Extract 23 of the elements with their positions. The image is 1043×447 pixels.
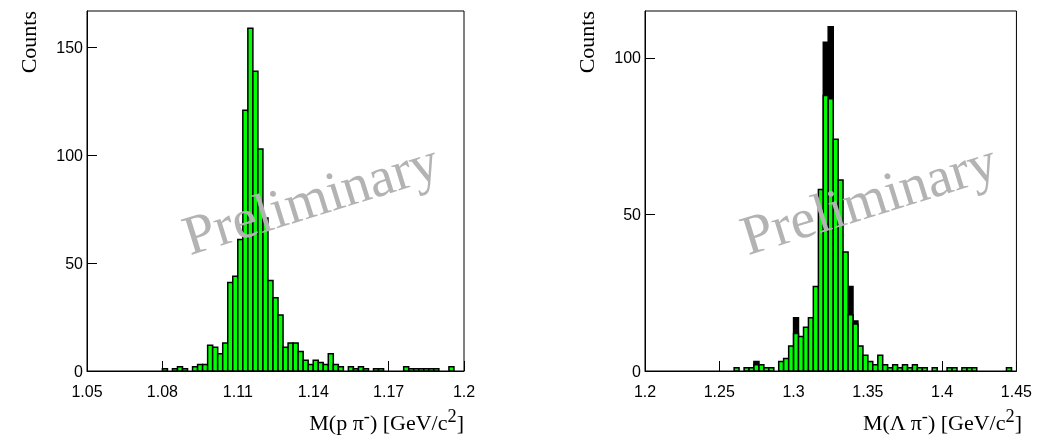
y-tick-label: 100 xyxy=(614,49,642,67)
x-tick-label: 1.08 xyxy=(146,382,179,400)
x-tick-label: 1.14 xyxy=(297,382,329,400)
y-tick-label: 100 xyxy=(56,146,84,164)
x-tick-label: 1.35 xyxy=(852,382,884,400)
x-tick-label: 1.25 xyxy=(703,382,735,400)
x-tick-label: 1.17 xyxy=(373,382,405,400)
y-axis-title: Counts xyxy=(573,11,599,74)
y-tick-label: 50 xyxy=(623,205,642,223)
x-axis-title: M(Λ π$^{-}$) [GeV/c$^{2}$] xyxy=(862,405,1022,438)
x-tick-label: 1.45 xyxy=(1000,382,1033,400)
y-tick-label: 150 xyxy=(56,39,84,57)
y-tick-label: 50 xyxy=(65,254,84,272)
x-tick-label: 1.2 xyxy=(452,382,476,400)
x-tick-label: 1.3 xyxy=(782,382,805,400)
x-tick-label: 1.05 xyxy=(71,382,103,400)
y-tick-label: 0 xyxy=(632,362,642,380)
y-axis-title: Counts xyxy=(15,11,41,74)
x-tick-label: 1.2 xyxy=(633,382,657,400)
x-tick-label: 1.4 xyxy=(931,382,954,400)
x-axis-title: M(p π$^{-}$) [GeV/c$^{2}$] xyxy=(309,405,464,438)
y-tick-label: 0 xyxy=(74,362,84,380)
x-tick-label: 1.11 xyxy=(222,382,253,400)
